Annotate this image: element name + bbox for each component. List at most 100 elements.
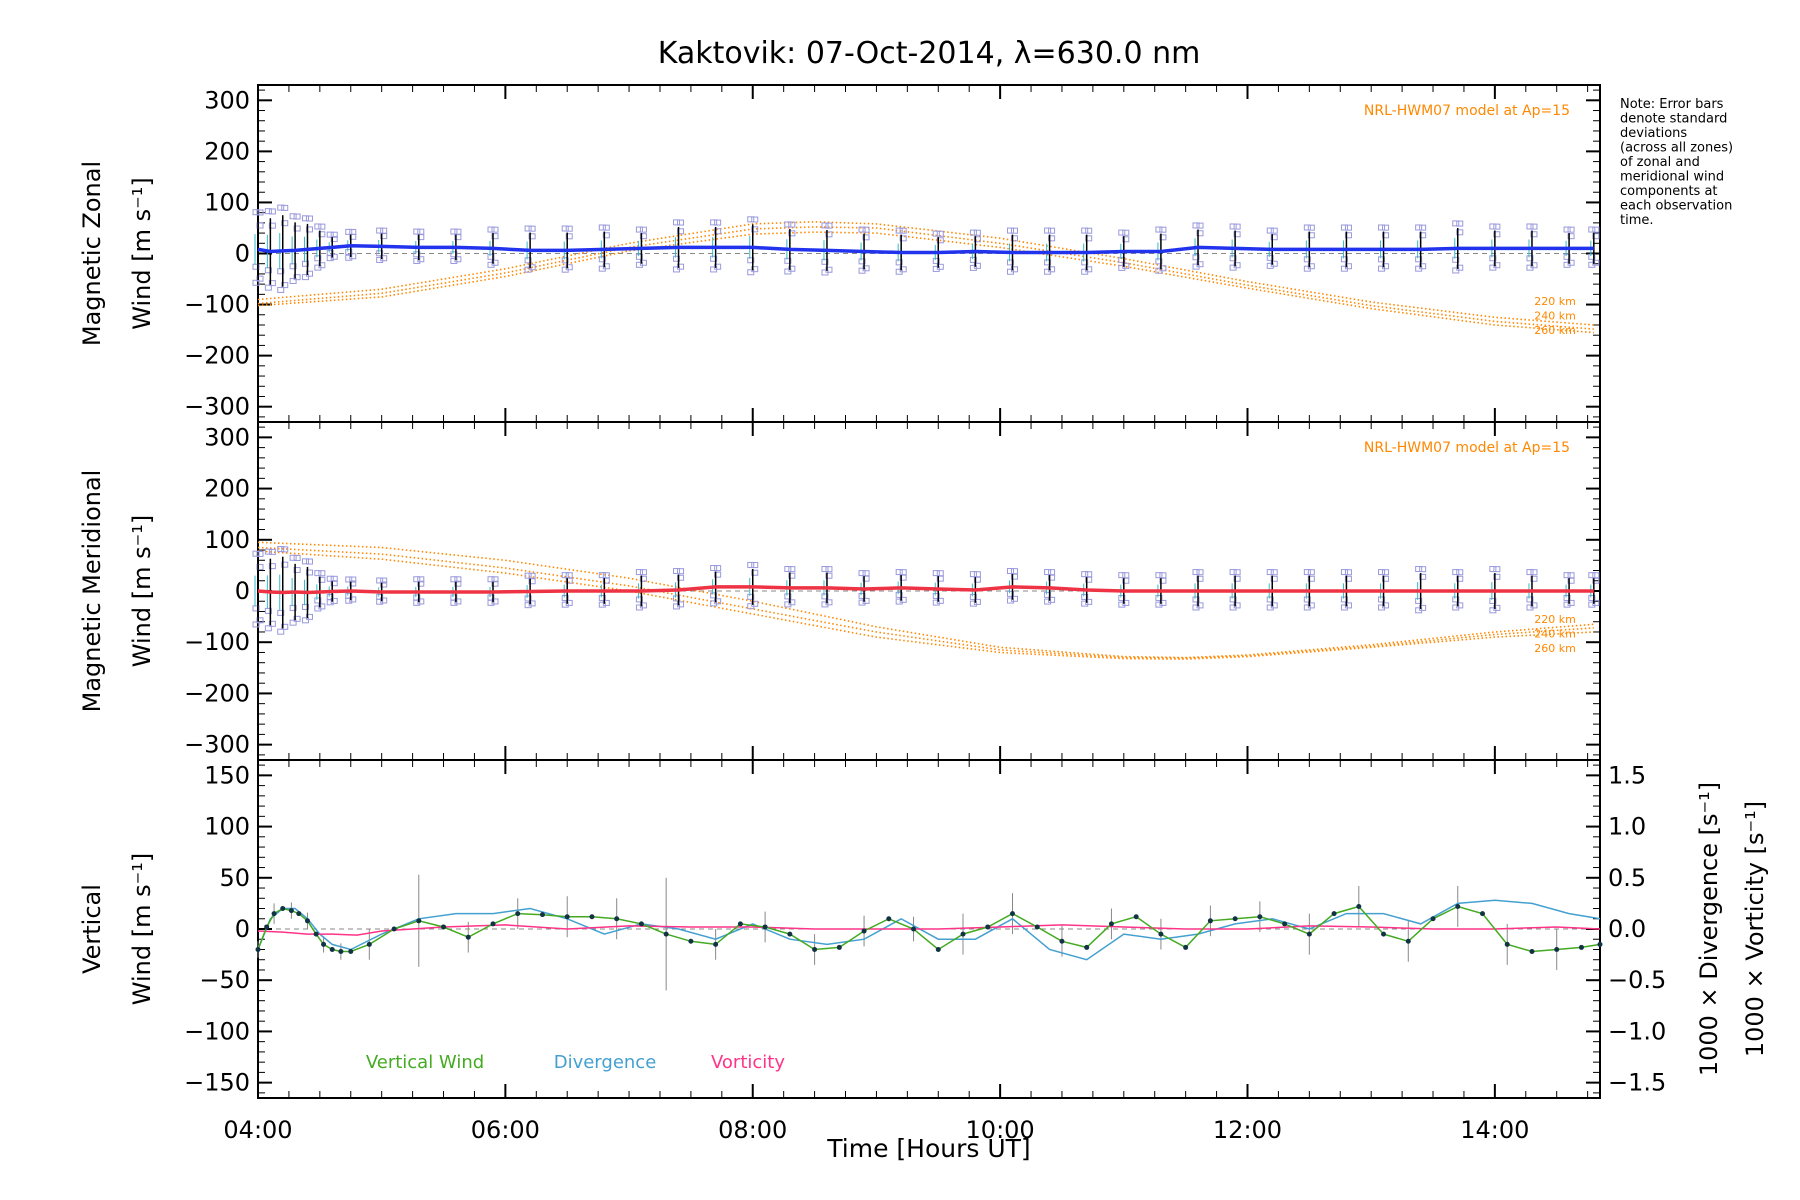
scatter-marker (1526, 255, 1534, 262)
scatter-marker (1044, 591, 1052, 598)
scatter-marker (1378, 569, 1386, 576)
meridional-wind-panel: 300 200 100 0 −100 −200 −300 Magnetic Meridiona… (78, 421, 1601, 761)
vertical-wind-point (812, 946, 818, 952)
scatter-marker (1567, 226, 1575, 233)
y-tick-label: −100 (184, 1017, 250, 1045)
note-line: Note: Error bars (1620, 97, 1724, 112)
scatter-marker (1270, 260, 1278, 267)
scatter-marker (413, 594, 421, 601)
scatter-marker (301, 617, 309, 624)
y-tick-label: 50 (219, 864, 250, 892)
scatter-marker (635, 569, 643, 576)
vertical-wind-point (1108, 921, 1114, 927)
scatter-marker (1303, 596, 1311, 603)
scatter-marker (973, 262, 981, 269)
scatter-marker (277, 546, 285, 553)
model-label: NRL-HWM07 model at Ap=15 (1364, 440, 1570, 456)
scatter-marker (1006, 227, 1014, 234)
scatter-marker (1044, 227, 1052, 234)
y-axis-title-line1: Magnetic Zonal (78, 161, 106, 346)
scatter-marker (936, 575, 944, 582)
scatter-marker (677, 219, 685, 226)
scatter-marker (1048, 574, 1056, 581)
scatter-marker (349, 596, 357, 603)
scatter-marker (639, 575, 647, 582)
scatter-marker (1452, 569, 1460, 576)
scatter-marker (1081, 571, 1089, 578)
scatter-marker (1196, 602, 1204, 609)
scatter-marker (1192, 596, 1200, 603)
scatter-marker (330, 580, 338, 587)
scatter-marker (1118, 594, 1126, 601)
scatter-marker (1196, 230, 1204, 237)
y-tick-label: 200 (204, 475, 250, 503)
scatter-marker (635, 226, 643, 233)
scatter-marker (252, 621, 260, 628)
scatter-marker (1344, 224, 1352, 231)
scatter-marker (349, 253, 357, 260)
scatter-marker (1159, 599, 1167, 606)
vertical-wind-point (304, 918, 310, 924)
scatter-marker (862, 570, 870, 577)
scatter-marker (862, 265, 870, 272)
scatter-marker (858, 226, 866, 233)
y-tick-label: 100 (204, 188, 250, 216)
scatter-marker (417, 576, 425, 583)
y-tick-label: 0 (235, 240, 250, 268)
model-curve (257, 220, 1594, 326)
scatter-marker (528, 225, 536, 232)
scatter-marker (1048, 596, 1056, 603)
scatter-marker (1456, 575, 1464, 582)
scatter-marker (821, 566, 829, 573)
scatter-marker (561, 572, 569, 579)
y2-tick-label: −0.5 (1608, 966, 1666, 994)
y-tick-label: 200 (204, 137, 250, 165)
model-curve (257, 546, 1594, 659)
scatter-marker (747, 257, 755, 264)
scatter-marker (256, 550, 264, 557)
y-tick-label: 300 (204, 86, 250, 114)
scatter-marker (1233, 262, 1241, 269)
scatter-marker (314, 223, 322, 230)
scatter-marker (932, 599, 940, 606)
scatter-marker (1456, 602, 1464, 609)
scatter-marker (1567, 599, 1575, 606)
scatter-marker (1567, 259, 1575, 266)
scatter-marker (1588, 594, 1596, 601)
scatter-marker (1229, 255, 1237, 262)
scatter-marker (450, 594, 458, 601)
scatter-marker (326, 593, 334, 600)
scatter-marker (751, 600, 759, 607)
altitude-label: 240 km (1534, 628, 1576, 641)
y2-tick-label: 1.5 (1608, 761, 1646, 789)
scatter-marker (1303, 224, 1311, 231)
scatter-marker (345, 248, 353, 255)
scatter-marker (376, 593, 384, 600)
scatter-marker (936, 570, 944, 577)
scatter-marker (376, 577, 384, 584)
scatter-marker (635, 253, 643, 260)
scatter-marker (677, 568, 685, 575)
vertical-wind-point (1183, 944, 1189, 950)
scatter-marker (1044, 569, 1052, 576)
vertical-wind-point (1306, 931, 1312, 937)
scatter-marker (1567, 233, 1575, 240)
scatter-marker (858, 258, 866, 265)
scatter-marker (825, 222, 833, 229)
scatter-marker (1489, 566, 1497, 573)
vertical-wind-point (861, 928, 867, 934)
scatter-marker (349, 576, 357, 583)
scatter-marker (1592, 599, 1600, 606)
x-tick-label: 06:00 (471, 1116, 540, 1144)
scatter-marker (714, 228, 722, 235)
scatter-marker (973, 236, 981, 243)
scatter-marker (450, 228, 458, 235)
scatter-marker (1155, 572, 1163, 579)
divergence-axis-title: 1000 × Divergence [s⁻¹] (1695, 782, 1723, 1076)
scatter-marker (565, 225, 573, 232)
scatter-marker (318, 223, 326, 230)
scatter-marker (1118, 601, 1126, 608)
scatter-marker (1382, 232, 1390, 239)
vertical-wind-point (490, 921, 496, 927)
altitude-label: 220 km (1534, 295, 1576, 308)
